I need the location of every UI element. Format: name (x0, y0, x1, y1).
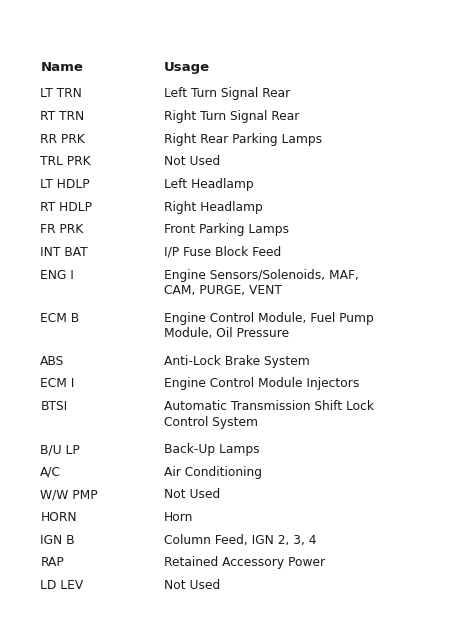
Text: Horn: Horn (164, 511, 193, 524)
Text: Usage: Usage (164, 61, 210, 73)
Text: B/U LP: B/U LP (40, 443, 80, 456)
Text: Not Used: Not Used (164, 155, 220, 168)
Text: RT HDLP: RT HDLP (40, 200, 92, 214)
Text: Not Used: Not Used (164, 579, 220, 592)
Text: Engine Control Module, Fuel Pump
Module, Oil Pressure: Engine Control Module, Fuel Pump Module,… (164, 311, 374, 340)
Text: Column Feed, IGN 2, 3, 4: Column Feed, IGN 2, 3, 4 (164, 533, 316, 547)
Text: Air Conditioning: Air Conditioning (164, 466, 262, 478)
Text: INT BAT: INT BAT (40, 246, 88, 259)
Text: ECM I: ECM I (40, 377, 75, 390)
Text: FR PRK: FR PRK (40, 223, 83, 236)
Text: Not Used: Not Used (164, 488, 220, 501)
Text: I/P Fuse Block Feed: I/P Fuse Block Feed (164, 246, 281, 259)
Text: ENG I: ENG I (40, 269, 74, 281)
Text: Left Headlamp: Left Headlamp (164, 178, 253, 191)
Text: Left Turn Signal Rear: Left Turn Signal Rear (164, 87, 290, 100)
Text: ABS: ABS (40, 355, 64, 367)
Text: W/W PMP: W/W PMP (40, 488, 98, 501)
Text: Name: Name (40, 61, 83, 73)
Text: Engine Control Module Injectors: Engine Control Module Injectors (164, 377, 359, 390)
Text: Anti-Lock Brake System: Anti-Lock Brake System (164, 355, 309, 367)
Text: Right Rear Parking Lamps: Right Rear Parking Lamps (164, 133, 322, 145)
Text: BTSI: BTSI (40, 400, 67, 413)
Text: Engine Sensors/Solenoids, MAF,
CAM, PURGE, VENT: Engine Sensors/Solenoids, MAF, CAM, PURG… (164, 269, 358, 297)
Text: RAP: RAP (40, 556, 64, 569)
Text: Right Headlamp: Right Headlamp (164, 200, 262, 214)
Text: IGN B: IGN B (40, 533, 75, 547)
Text: Front Parking Lamps: Front Parking Lamps (164, 223, 289, 236)
Text: A/C: A/C (40, 466, 61, 478)
Text: RT TRN: RT TRN (40, 110, 84, 123)
Text: ECM B: ECM B (40, 311, 80, 325)
Text: TRL PRK: TRL PRK (40, 155, 91, 168)
Text: Back-Up Lamps: Back-Up Lamps (164, 443, 259, 456)
Text: LT TRN: LT TRN (40, 87, 82, 100)
Text: Retained Accessory Power: Retained Accessory Power (164, 556, 325, 569)
Text: Right Turn Signal Rear: Right Turn Signal Rear (164, 110, 299, 123)
Text: RR PRK: RR PRK (40, 133, 85, 145)
Text: LD LEV: LD LEV (40, 579, 83, 592)
Text: Automatic Transmission Shift Lock
Control System: Automatic Transmission Shift Lock Contro… (164, 400, 374, 429)
Text: HORN: HORN (40, 511, 77, 524)
Text: LT HDLP: LT HDLP (40, 178, 90, 191)
